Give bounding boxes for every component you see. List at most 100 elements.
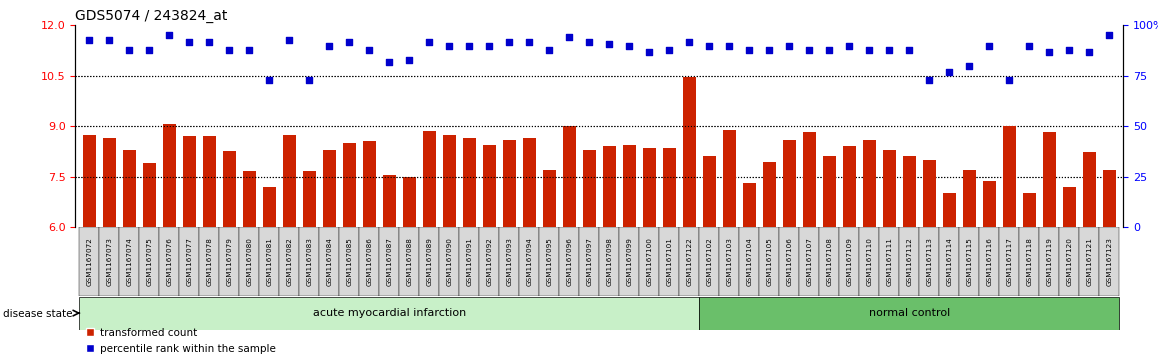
Point (400, 57, 418, 62)
Text: GSM1167085: GSM1167085 (346, 237, 352, 286)
Text: GSM1167111: GSM1167111 (886, 237, 893, 286)
Bar (283, 135, 295, 227)
Text: GSM1167107: GSM1167107 (806, 237, 812, 286)
Bar (962, 171, 976, 227)
Point (1040, 49, 1058, 54)
Point (600, 41, 618, 46)
Bar (522, 138, 536, 227)
Text: GSM1167079: GSM1167079 (226, 237, 233, 286)
Text: GSM1167115: GSM1167115 (966, 237, 973, 286)
Text: GSM1167123: GSM1167123 (1106, 237, 1113, 286)
Bar (719, 227, 739, 296)
Text: GSM1167114: GSM1167114 (946, 237, 952, 286)
Bar (1042, 132, 1056, 227)
Bar (662, 148, 676, 227)
Bar (783, 140, 796, 227)
Bar (519, 227, 540, 296)
Bar (82, 135, 96, 227)
Bar (639, 227, 659, 296)
Bar (903, 156, 916, 227)
Text: GSM1167109: GSM1167109 (846, 237, 852, 286)
Point (540, 47, 558, 53)
Text: GSM1167080: GSM1167080 (247, 237, 252, 286)
Point (840, 42, 858, 48)
Point (760, 47, 778, 53)
Point (140, 47, 159, 53)
Legend: transformed count, percentile rank within the sample: transformed count, percentile rank withi… (80, 324, 280, 358)
Point (919, 77, 938, 83)
Bar (442, 135, 456, 227)
Bar (240, 227, 259, 296)
Point (820, 47, 838, 53)
Bar (863, 140, 875, 227)
Text: GSM1167092: GSM1167092 (486, 237, 492, 286)
Bar (222, 151, 236, 227)
Bar (1099, 227, 1120, 296)
Bar (763, 162, 776, 227)
Bar (742, 183, 756, 227)
Text: disease state: disease state (3, 309, 73, 319)
Bar (980, 227, 999, 296)
Bar (680, 227, 699, 296)
Point (460, 42, 478, 48)
Text: GSM1167093: GSM1167093 (506, 237, 512, 286)
Text: GSM1167076: GSM1167076 (167, 237, 173, 286)
Bar (119, 227, 139, 296)
Text: GSM1167120: GSM1167120 (1067, 237, 1072, 286)
Bar (163, 125, 176, 227)
Bar (760, 227, 779, 296)
Point (580, 38, 599, 44)
Text: GSM1167113: GSM1167113 (926, 237, 932, 286)
Text: GSM1167116: GSM1167116 (987, 237, 992, 286)
Bar (423, 131, 435, 227)
Bar (1023, 193, 1035, 227)
Bar (563, 126, 576, 227)
Text: GSM1167105: GSM1167105 (767, 237, 772, 286)
Point (1060, 47, 1078, 53)
Text: GSM1167112: GSM1167112 (907, 237, 913, 286)
Point (320, 42, 338, 48)
Bar (203, 136, 215, 227)
Point (900, 47, 918, 53)
Bar (859, 227, 879, 296)
Bar (160, 227, 179, 296)
Text: GSM1167090: GSM1167090 (446, 237, 453, 286)
Point (160, 33, 178, 38)
Text: GSM1167108: GSM1167108 (827, 237, 833, 286)
Bar (582, 150, 595, 227)
Bar (543, 170, 556, 227)
Bar (380, 227, 400, 296)
Text: GSM1167084: GSM1167084 (327, 237, 332, 286)
Text: GSM1167089: GSM1167089 (426, 237, 432, 286)
Bar (499, 227, 519, 296)
Text: GSM1167106: GSM1167106 (786, 237, 792, 286)
Bar (343, 143, 356, 227)
Bar (723, 130, 735, 227)
Bar (959, 227, 980, 296)
Point (860, 47, 879, 53)
Text: GSM1167082: GSM1167082 (286, 237, 292, 286)
Bar (540, 227, 559, 296)
Point (720, 42, 739, 48)
Bar (479, 227, 499, 296)
Text: GSM1167098: GSM1167098 (607, 237, 613, 286)
Text: GSM1167081: GSM1167081 (266, 237, 272, 286)
Bar (683, 77, 696, 227)
Bar (999, 227, 1019, 296)
Point (100, 37, 118, 42)
Text: GSM1167075: GSM1167075 (146, 237, 152, 286)
Bar (799, 227, 819, 296)
Bar (123, 150, 135, 227)
Bar (179, 227, 199, 296)
Bar (419, 227, 439, 296)
Bar (919, 227, 939, 296)
Bar (779, 227, 799, 296)
Point (261, 77, 279, 83)
Bar (279, 227, 299, 296)
Point (481, 42, 499, 48)
Text: GSM1167096: GSM1167096 (566, 237, 572, 286)
Bar (840, 227, 859, 296)
Text: GSM1167118: GSM1167118 (1026, 237, 1032, 286)
Text: GSM1167101: GSM1167101 (666, 237, 673, 286)
Bar (882, 150, 896, 227)
